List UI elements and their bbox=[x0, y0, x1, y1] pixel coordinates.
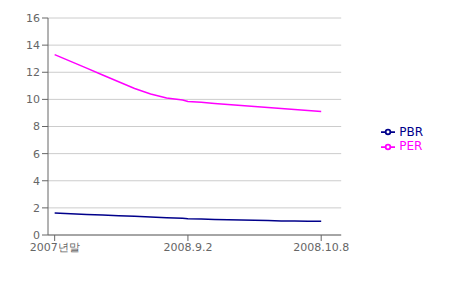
html-text:PER: PER bbox=[399, 139, 423, 153]
svg-text:4: 4 bbox=[33, 175, 40, 188]
svg-text:2007년말: 2007년말 bbox=[30, 241, 80, 254]
svg-text:16: 16 bbox=[26, 12, 40, 25]
html-text:PBR: PBR bbox=[399, 124, 423, 139]
svg-text:6: 6 bbox=[33, 148, 40, 161]
svg-text:2008.10.8: 2008.10.8 bbox=[293, 241, 349, 254]
svg-text:14: 14 bbox=[26, 39, 40, 52]
svg-text:0: 0 bbox=[33, 229, 40, 242]
svg-text:10: 10 bbox=[26, 93, 40, 106]
svg-text:2: 2 bbox=[33, 202, 40, 215]
svg-text:8: 8 bbox=[33, 120, 40, 133]
svg-text:12: 12 bbox=[26, 66, 40, 79]
svg-text:2008.9.2: 2008.9.2 bbox=[163, 241, 212, 254]
